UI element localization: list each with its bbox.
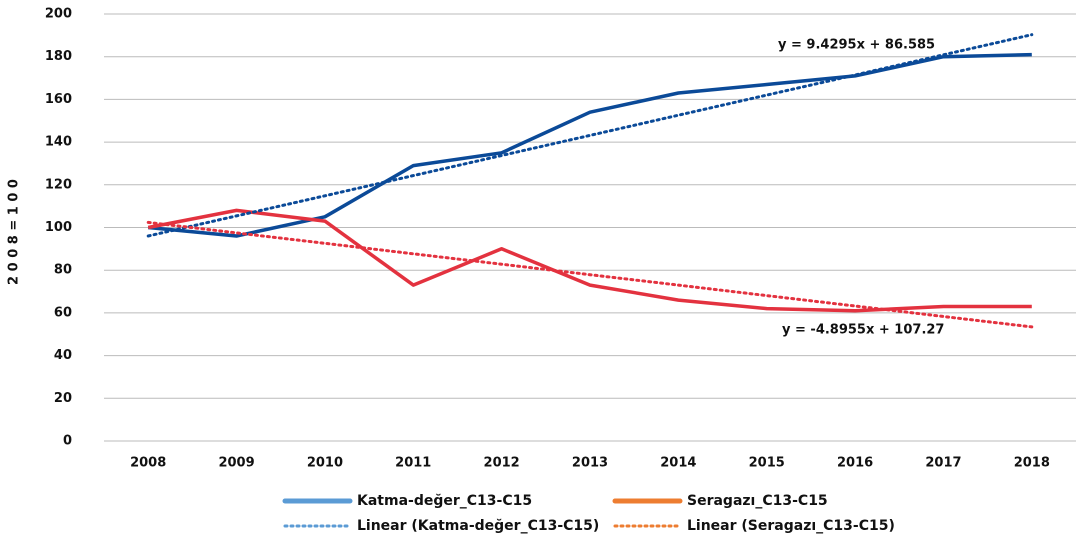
trend-equation: y = 9.4295x + 86.585 xyxy=(778,38,935,53)
y-tick-label: 180 xyxy=(45,49,72,64)
legend-entry: Seragazı_C13-C15 xyxy=(612,493,828,509)
x-tick-label: 2014 xyxy=(660,456,696,471)
y-tick-label: 200 xyxy=(45,7,72,22)
x-tick-label: 2010 xyxy=(307,456,343,471)
x-tick-label: 2011 xyxy=(395,456,431,471)
y-tick-label: 40 xyxy=(54,348,72,363)
x-tick-label: 2013 xyxy=(572,456,608,471)
y-tick-label: 100 xyxy=(45,220,72,235)
y-tick-label: 80 xyxy=(54,263,72,278)
y-tick-label: 120 xyxy=(45,177,72,192)
legend-label: Seragazı_C13-C15 xyxy=(687,493,828,509)
legend-label: Katma-değer_C13-C15 xyxy=(357,493,532,509)
y-tick-label: 20 xyxy=(54,391,72,406)
y-tick-label: 160 xyxy=(45,92,72,107)
x-tick-label: 2018 xyxy=(1014,456,1050,471)
y-tick-label: 0 xyxy=(63,434,72,449)
x-tick-label: 2016 xyxy=(837,456,873,471)
y-tick-label: 140 xyxy=(45,135,72,150)
x-tick-label: 2009 xyxy=(218,456,254,471)
x-tick-label: 2015 xyxy=(749,456,785,471)
x-tick-label: 2017 xyxy=(925,456,961,471)
y-axis-label: 2 0 0 8 = 1 0 0 xyxy=(7,179,22,285)
series-line xyxy=(148,52,1032,238)
legend-label: Linear (Katma-değer_C13-C15) xyxy=(357,518,599,534)
x-tick-label: 2012 xyxy=(484,456,520,471)
trend-equation: y = -4.8955x + 107.27 xyxy=(782,323,944,338)
y-tick-label: 60 xyxy=(54,305,72,320)
x-tick-label: 2008 xyxy=(130,456,166,471)
legend-entry: Linear (Seragazı_C13-C15) xyxy=(613,518,895,534)
trend-line xyxy=(146,33,1034,238)
legend-entry: Katma-değer_C13-C15 xyxy=(282,493,532,509)
legend-label: Linear (Seragazı_C13-C15) xyxy=(687,518,895,534)
trend-line xyxy=(146,220,1034,329)
legend-entry: Linear (Katma-değer_C13-C15) xyxy=(283,518,599,534)
